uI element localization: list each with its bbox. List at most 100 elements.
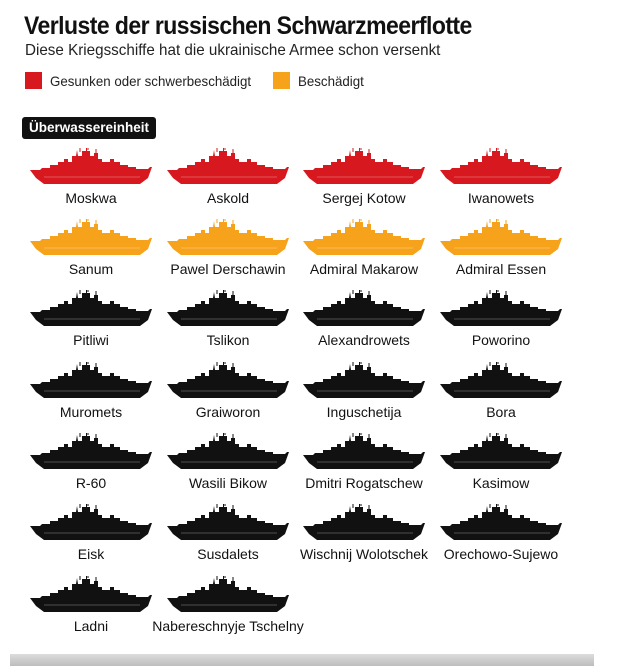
ship-name-label: Kasimow <box>472 475 530 491</box>
ship-hull-mark <box>167 148 289 184</box>
ship-name-label: Askold <box>206 190 250 206</box>
ship-item: Eisk <box>21 504 161 564</box>
warship-icon <box>167 362 289 398</box>
ship-item: Moskwa <box>21 148 161 208</box>
ship-item: Orechowo-Sujewo <box>431 504 571 564</box>
ship-name-label: Pitliwi <box>73 332 109 348</box>
ship-name-label: Wischnij Wolotschek <box>299 546 429 562</box>
ship-hull-mark <box>440 148 562 184</box>
ship-hull-mark <box>303 362 425 398</box>
warship-icon <box>30 576 152 612</box>
ship-hull-mark <box>30 362 152 398</box>
ship-item: Admiral Makarow <box>294 219 434 279</box>
ship-item: R-60 <box>21 433 161 493</box>
ship-name-label: Moskwa <box>65 190 117 206</box>
bottom-shadow-bar <box>10 654 594 666</box>
warship-icon <box>167 433 289 469</box>
ship-item: Muromets <box>21 362 161 422</box>
warship-icon <box>30 504 152 540</box>
warship-icon <box>303 148 425 184</box>
ship-item: Sanum <box>21 219 161 279</box>
warship-icon <box>30 362 152 398</box>
warship-icon <box>303 290 425 326</box>
ship-name-label: Bora <box>486 404 516 420</box>
legend-label-sunk: Gesunken oder schwerbeschädigt <box>50 72 252 89</box>
ship-hull-mark <box>167 504 289 540</box>
ship-hull-mark <box>167 290 289 326</box>
legend-label-damaged: Beschädigt <box>298 72 364 89</box>
ship-item: Iwanowets <box>431 148 571 208</box>
warship-icon <box>303 504 425 540</box>
warship-icon <box>440 290 562 326</box>
ship-name-label: Nabereschnyje Tschelny <box>152 618 304 634</box>
ship-name-label: Sanum <box>68 261 114 277</box>
ship-item: Graiworon <box>158 362 298 422</box>
ship-hull-mark <box>303 290 425 326</box>
ship-hull-mark <box>303 504 425 540</box>
ship-item: Nabereschnyje Tschelny <box>152 576 304 636</box>
ship-hull-mark <box>440 219 562 255</box>
ship-item: Wischnij Wolotschek <box>294 504 434 564</box>
warship-icon <box>30 219 152 255</box>
chart-title: Verluste der russischen Schwarzmeerflott… <box>24 12 472 40</box>
ship-item: Askold <box>158 148 298 208</box>
warship-icon <box>440 433 562 469</box>
warship-icon <box>440 504 562 540</box>
warship-icon <box>303 362 425 398</box>
ship-hull-mark <box>440 362 562 398</box>
ship-item: Sergej Kotow <box>294 148 434 208</box>
warship-icon <box>167 290 289 326</box>
ship-hull-mark <box>167 219 289 255</box>
ship-hull-mark <box>30 433 152 469</box>
warship-icon <box>303 433 425 469</box>
warship-icon <box>440 362 562 398</box>
ship-hull-mark <box>30 148 152 184</box>
ship-hull-mark <box>303 148 425 184</box>
ship-item: Tslikon <box>158 290 298 350</box>
ship-name-label: Poworino <box>471 332 531 348</box>
warship-icon <box>30 148 152 184</box>
ship-name-label: Inguschetija <box>326 404 402 420</box>
ship-name-label: Graiworon <box>195 404 261 420</box>
ship-name-label: Ladni <box>73 618 109 634</box>
ship-name-label: Tslikon <box>206 332 250 348</box>
ship-hull-mark <box>30 576 152 612</box>
legend-item-damaged: Beschädigt <box>273 72 367 89</box>
ship-item: Susdalets <box>158 504 298 564</box>
warship-icon <box>303 219 425 255</box>
warship-icon <box>167 219 289 255</box>
chart-subtitle: Diese Kriegsschiffe hat die ukrainische … <box>25 42 441 59</box>
ship-item: Alexandrowets <box>294 290 434 350</box>
ship-item: Admiral Essen <box>431 219 571 279</box>
ship-hull-mark <box>440 504 562 540</box>
warship-icon <box>167 148 289 184</box>
ship-item: Ladni <box>21 576 161 636</box>
ship-name-label: R-60 <box>75 475 107 491</box>
warship-icon <box>440 219 562 255</box>
ship-name-label: Wasili Bikow <box>188 475 268 491</box>
ship-name-label: Orechowo-Sujewo <box>443 546 559 562</box>
ship-hull-mark <box>167 433 289 469</box>
ship-item: Dmitri Rogatschew <box>294 433 434 493</box>
warship-icon <box>30 290 152 326</box>
ship-name-label: Pawel Derschawin <box>170 261 286 277</box>
ship-hull-mark <box>440 433 562 469</box>
ship-item: Pawel Derschawin <box>158 219 298 279</box>
ship-hull-mark <box>30 219 152 255</box>
warship-icon <box>440 148 562 184</box>
ship-hull-mark <box>303 433 425 469</box>
ship-item: Inguschetija <box>294 362 434 422</box>
ship-hull-mark <box>440 290 562 326</box>
ship-name-label: Dmitri Rogatschew <box>305 475 423 491</box>
ship-name-label: Alexandrowets <box>318 332 410 348</box>
ship-hull-mark <box>167 576 289 612</box>
legend-swatch-sunk <box>25 72 42 89</box>
ship-hull-mark <box>30 290 152 326</box>
ship-item: Pitliwi <box>21 290 161 350</box>
ship-item: Bora <box>431 362 571 422</box>
ship-name-label: Susdalets <box>197 546 259 562</box>
ship-hull-mark <box>30 504 152 540</box>
ship-hull-mark <box>303 219 425 255</box>
legend-item-sunk: Gesunken oder schwerbeschädigt <box>25 72 262 89</box>
ship-name-label: Iwanowets <box>467 190 535 206</box>
